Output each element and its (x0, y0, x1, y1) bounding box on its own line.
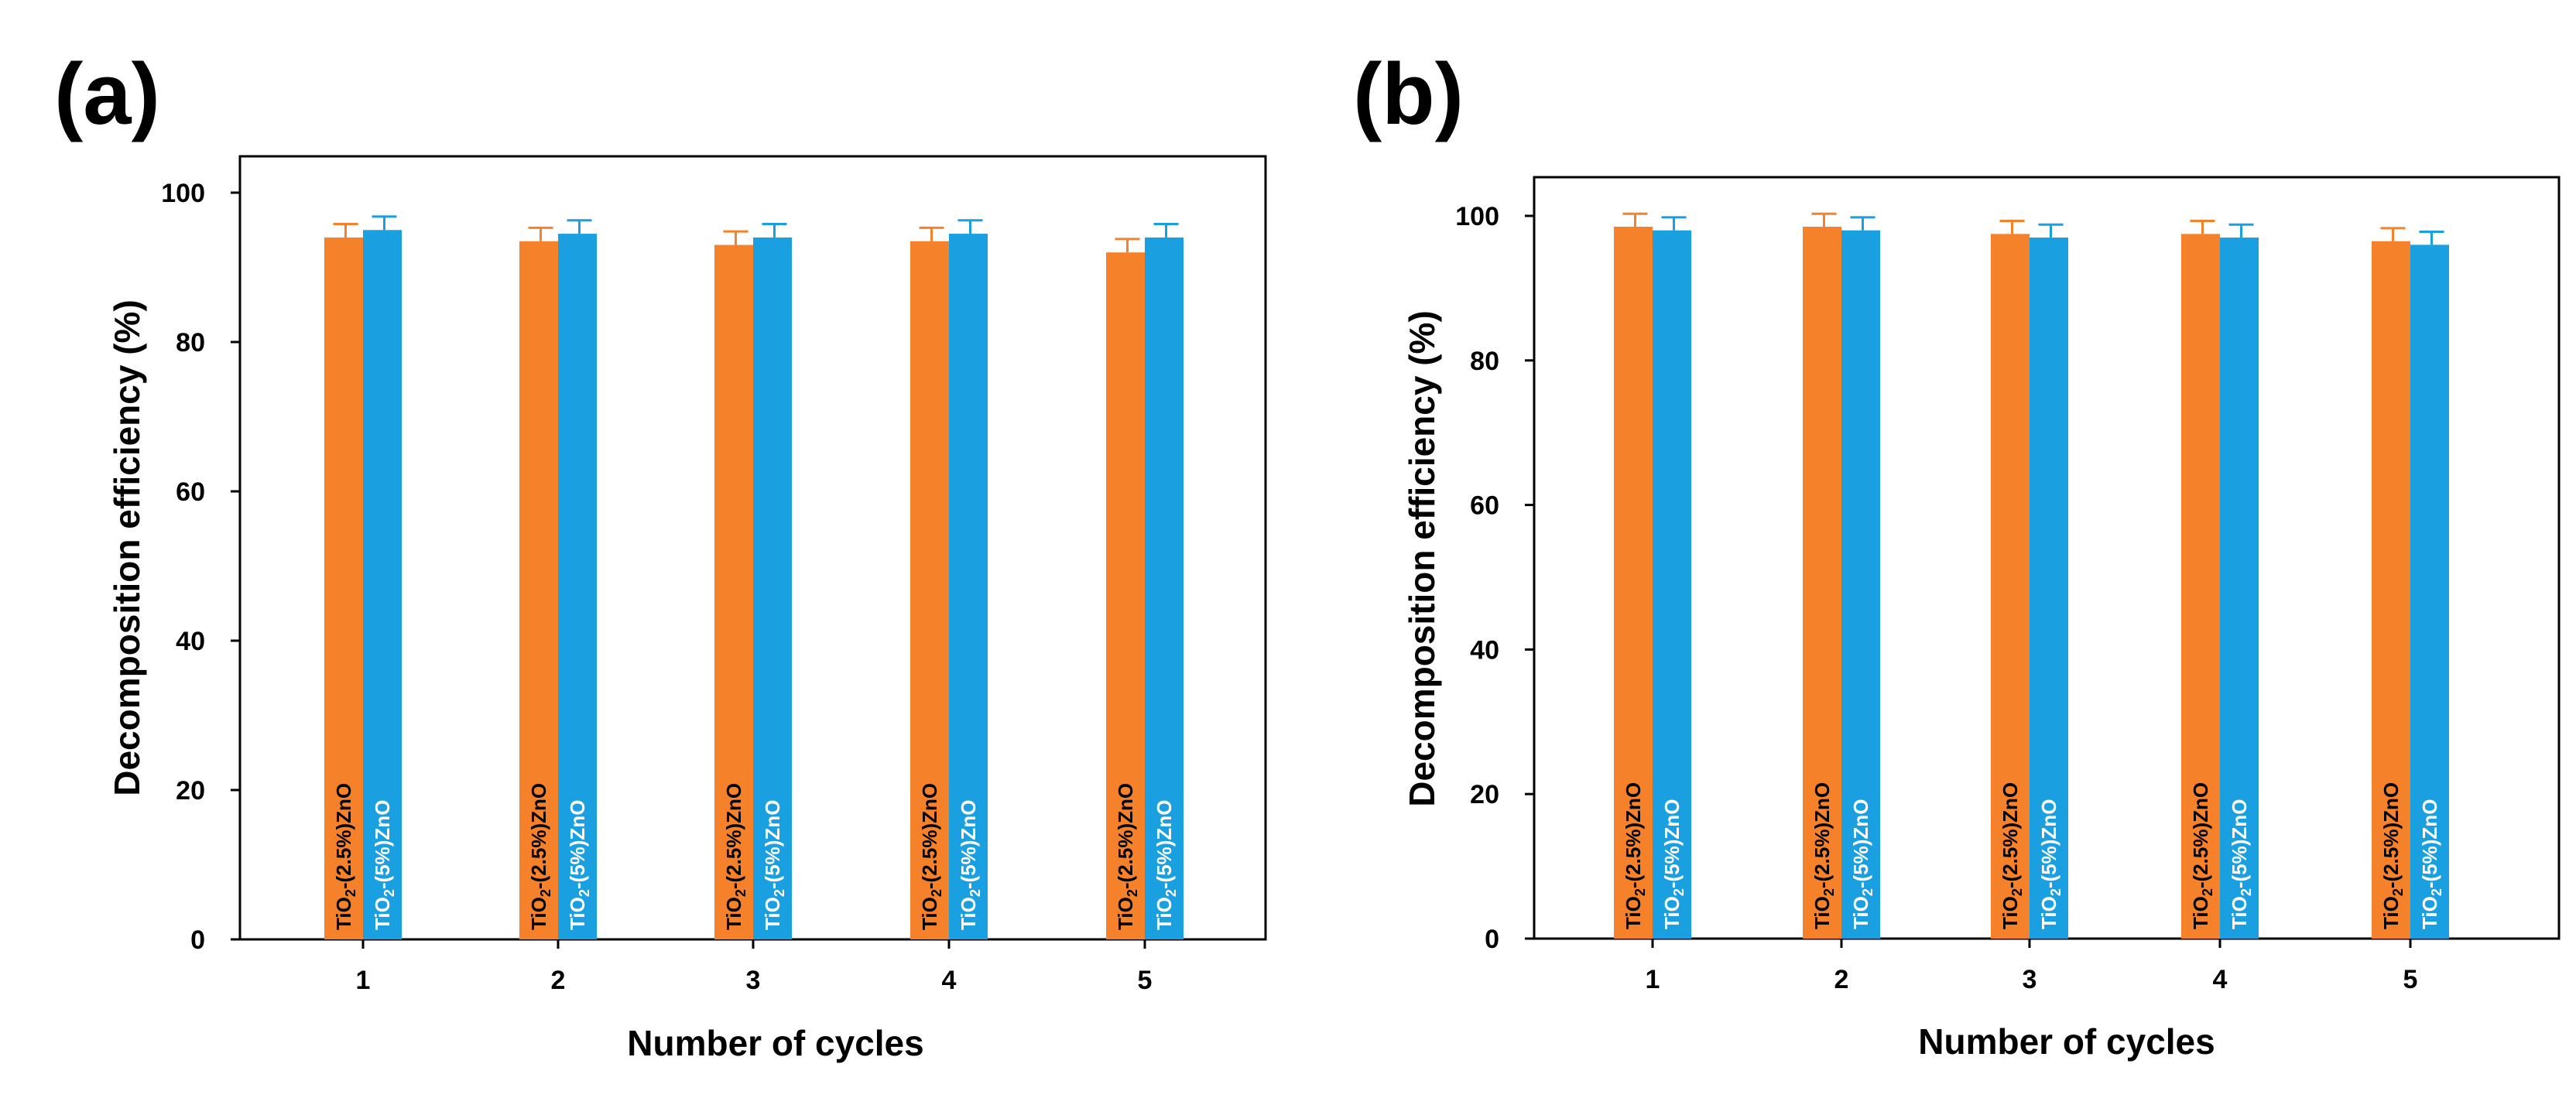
panel-a-bar-series2-cycle3-label: TiO2-(5%)ZnO (761, 800, 787, 930)
panel-a-y-tick-label-0: 0 (190, 925, 205, 955)
panel-b-x-tick-label-4: 4 (2213, 965, 2228, 994)
panel-b-x-tick-label-1: 1 (1646, 965, 1660, 994)
panel-a-bar-series1-cycle4 (910, 241, 949, 940)
panel-a-bar-series2-cycle5-label: TiO2-(5%)ZnO (1153, 800, 1179, 930)
panel-a-bar-series1-cycle3 (714, 245, 753, 939)
panel-b-bar-series1-cycle5-label: TiO2-(2.5%)ZnO (2379, 782, 2406, 929)
panel-b-bar-series1-cycle1-label: TiO2-(2.5%)ZnO (1622, 782, 1648, 929)
panel-a-bar-series1-cycle5 (1106, 252, 1145, 939)
panel-b-bar-series1-cycle3 (1991, 234, 2030, 939)
panel-b-y-tick-label-60: 60 (1470, 491, 1499, 521)
panel-b-bar-series2-cycle2-label: TiO2-(5%)ZnO (1849, 799, 1875, 929)
panel-a-bar-series1-cycle2-label: TiO2-(2.5%)ZnO (527, 783, 553, 930)
panel-b-bar-series2-cycle5 (2410, 245, 2449, 939)
panel-a-y-tick-label-80: 80 (176, 328, 205, 357)
panel-b-y-tick-label-0: 0 (1485, 925, 1499, 954)
panel-b-bar-series1-cycle1 (1614, 227, 1653, 939)
panel-a-bar-series2-cycle3 (753, 237, 792, 939)
panel-a-label: (a) (54, 46, 160, 142)
panel-b-x-tick-label-5: 5 (2403, 965, 2418, 994)
panel-a-bar-series2-cycle2-label: TiO2-(5%)ZnO (566, 800, 592, 930)
panel-b-bar-series1-cycle2-label: TiO2-(2.5%)ZnO (1810, 782, 1837, 929)
panel-a-bar-series2-cycle2 (558, 234, 597, 939)
panel-a-bar-series1-cycle4-label: TiO2-(2.5%)ZnO (918, 783, 944, 930)
panel-b-bar-series1-cycle4 (2181, 234, 2220, 939)
panel-a-bar-series1-cycle1-label: TiO2-(2.5%)ZnO (332, 783, 358, 930)
panel-a-bar-series2-cycle1 (363, 230, 402, 939)
panel-a-bar-series2-cycle4-label: TiO2-(5%)ZnO (957, 800, 983, 930)
panel-a-y-tick-label-40: 40 (176, 627, 205, 656)
panel-a-bar-series1-cycle5-label: TiO2-(2.5%)ZnO (1114, 783, 1140, 930)
panel-a-bar-series1-cycle1 (324, 237, 363, 939)
panel-b-bar-series1-cycle4-label: TiO2-(2.5%)ZnO (2189, 782, 2215, 929)
panel-b-bar-series2-cycle3-label: TiO2-(5%)ZnO (2037, 799, 2064, 929)
panel-a-bar-series2-cycle4 (949, 234, 988, 939)
panel-a-y-tick-label-60: 60 (176, 477, 205, 507)
panel-b-label: (b) (1353, 46, 1464, 142)
panel-a-x-axis-title: Number of cycles (627, 1023, 923, 1063)
panel-b-bar-series2-cycle3 (2030, 238, 2068, 939)
panel-a-bar-series2-cycle5 (1145, 237, 1184, 939)
panel-b-bar-series2-cycle2 (1841, 230, 1880, 939)
panel-a-x-tick-label-1: 1 (356, 966, 371, 995)
panel-a-y-tick-label-100: 100 (161, 179, 205, 208)
panel-b-bar-series2-cycle1-label: TiO2-(5%)ZnO (1660, 799, 1687, 929)
panel-a-x-tick-label-4: 4 (942, 966, 957, 995)
panel-b-bar-series2-cycle1 (1653, 230, 1691, 939)
panel-a-bar-series1-cycle3-label: TiO2-(2.5%)ZnO (722, 783, 748, 930)
panel-b-x-tick-label-3: 3 (2023, 965, 2037, 994)
panel-b-bar-series1-cycle5 (2372, 241, 2410, 939)
panel-b-y-tick-label-40: 40 (1470, 635, 1499, 665)
panel-b-y-tick-label-20: 20 (1470, 780, 1499, 809)
panel-b-bar-series2-cycle4-label: TiO2-(5%)ZnO (2228, 799, 2254, 929)
panel-a-x-tick-label-2: 2 (551, 966, 566, 995)
panel-a-y-tick-label-20: 20 (176, 776, 205, 806)
panel-a: (a) TiO2-(2.5%)ZnO TiO2-(2.5%)ZnO TiO2-(2.… (54, 46, 1267, 1063)
panel-a-bar-series1-cycle2 (519, 241, 558, 940)
panel-b-bar-series2-cycle5-label: TiO2-(5%)ZnO (2418, 799, 2444, 929)
panel-b-y-tick-label-100: 100 (1455, 202, 1499, 231)
panel-b-y-tick-label-80: 80 (1470, 347, 1499, 376)
panel-b-y-axis-title: Decomposition efficiency (%) (1402, 310, 1442, 807)
panel-b-bar-series1-cycle3-label: TiO2-(2.5%)ZnO (1999, 782, 2025, 929)
panel-a-x-tick-label-3: 3 (746, 966, 761, 995)
panel-b-bar-series2-cycle4 (2220, 238, 2259, 939)
panel-b-bar-series1-cycle2 (1803, 227, 1841, 939)
panel-a-y-axis-title: Decomposition efficiency (%) (107, 299, 147, 796)
panel-b: (b) TiO2-(2.5%)ZnO TiO2-(2.5%)ZnO TiO2-(2.… (1353, 46, 2561, 1062)
panel-a-x-tick-label-5: 5 (1138, 966, 1153, 995)
panel-a-bar-series2-cycle1-label: TiO2-(5%)ZnO (371, 800, 397, 930)
panel-b-x-tick-label-2: 2 (1834, 965, 1849, 994)
panel-b-x-axis-title: Number of cycles (1918, 1021, 2215, 1062)
